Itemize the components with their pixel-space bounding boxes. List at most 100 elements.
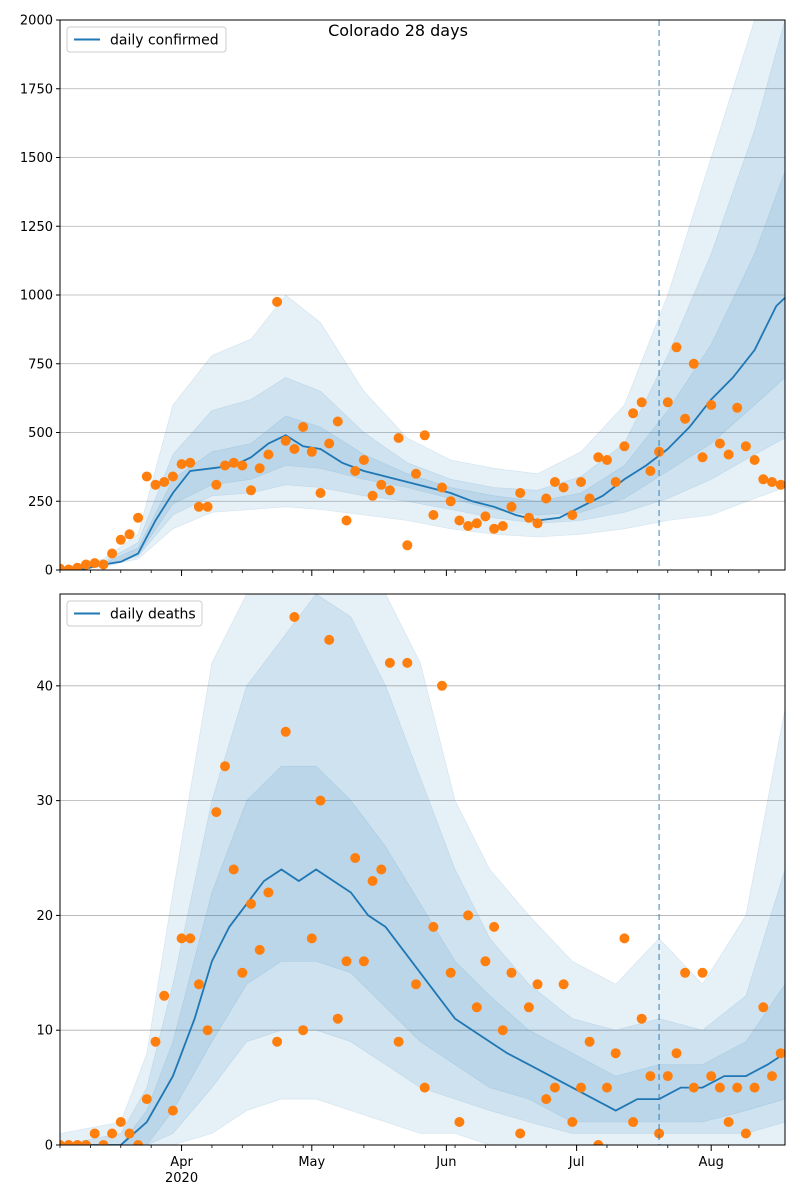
- data-point: [775, 1048, 785, 1059]
- legend-box: [66, 600, 203, 627]
- data-point: [419, 430, 430, 441]
- y-tick-label: 40: [36, 679, 53, 694]
- data-point: [89, 1128, 100, 1139]
- data-point: [133, 512, 144, 523]
- data-point: [454, 515, 465, 526]
- data-point: [688, 358, 699, 369]
- data-point: [254, 463, 265, 474]
- data-point: [202, 1025, 213, 1036]
- data-point: [515, 1128, 526, 1139]
- data-point: [220, 460, 230, 471]
- data-point: [437, 680, 447, 691]
- legend-box: [66, 26, 227, 53]
- data-point: [636, 1013, 647, 1024]
- y-tick-label: 20: [36, 909, 53, 924]
- data-point: [523, 1002, 534, 1013]
- data-point: [567, 1117, 578, 1127]
- data-point: [141, 1094, 152, 1105]
- data-point: [628, 1117, 639, 1127]
- data-point: [72, 562, 83, 570]
- data-point: [98, 559, 109, 570]
- data-point: [306, 446, 317, 457]
- data-point: [393, 433, 404, 443]
- data-point: [428, 921, 439, 932]
- data-point: [246, 898, 256, 909]
- data-point: [610, 1048, 621, 1059]
- data-point: [150, 1036, 161, 1047]
- data-point: [584, 493, 595, 504]
- data-point: [740, 441, 751, 452]
- data-point: [602, 1082, 612, 1093]
- data-point: [706, 400, 717, 410]
- data-point: [324, 438, 335, 449]
- data-point: [176, 933, 187, 944]
- x-tick-label: Jun: [435, 1155, 456, 1170]
- data-point: [185, 457, 196, 468]
- data-point: [124, 529, 135, 540]
- data-point: [758, 474, 769, 485]
- y-tick-label: 500: [28, 426, 53, 441]
- data-point: [480, 956, 491, 967]
- data-point: [593, 452, 604, 463]
- data-point: [280, 435, 291, 446]
- plot-area: [60, 20, 785, 570]
- data-point: [593, 1140, 604, 1145]
- data-point: [107, 548, 118, 559]
- data-point: [115, 534, 126, 545]
- data-point: [740, 1128, 751, 1139]
- data-point: [367, 490, 378, 501]
- data-point: [549, 1082, 560, 1093]
- data-point: [402, 657, 413, 668]
- data-point: [723, 449, 734, 460]
- data-point: [263, 449, 274, 460]
- data-point: [376, 479, 387, 490]
- data-point: [767, 477, 777, 487]
- data-point: [254, 944, 265, 955]
- data-point: [107, 1128, 118, 1139]
- data-point: [167, 1105, 178, 1116]
- y-tick-label: 250: [28, 495, 53, 510]
- data-point: [645, 466, 656, 476]
- data-point: [584, 1036, 595, 1047]
- x-tick-label: Aug: [699, 1155, 724, 1170]
- plot-area: [60, 594, 785, 1145]
- data-point: [558, 979, 569, 990]
- data-point: [723, 1117, 734, 1127]
- y-tick-label: 30: [36, 794, 53, 809]
- data-point: [133, 1140, 144, 1145]
- data-point: [463, 910, 474, 921]
- x-year-label: 2020: [165, 1171, 198, 1186]
- data-point: [228, 864, 239, 875]
- data-point: [315, 488, 326, 498]
- y-tick-label: 0: [45, 564, 53, 579]
- data-point: [489, 523, 500, 534]
- data-point: [636, 397, 647, 408]
- data-point: [332, 416, 343, 427]
- data-point: [506, 501, 517, 512]
- data-point: [115, 1117, 126, 1127]
- data-point: [98, 1140, 109, 1145]
- data-point: [628, 408, 639, 419]
- data-point: [159, 990, 170, 1001]
- data-point: [272, 296, 283, 307]
- data-point: [159, 477, 170, 487]
- data-point: [272, 1036, 283, 1047]
- data-point: [463, 521, 474, 531]
- legend: daily deaths: [66, 600, 203, 627]
- data-point: [350, 466, 361, 476]
- data-point: [662, 397, 673, 408]
- data-point: [211, 807, 222, 818]
- legend-label: daily confirmed: [110, 33, 219, 49]
- data-point: [454, 1117, 465, 1127]
- data-point: [384, 485, 395, 496]
- data-point: [471, 1002, 482, 1013]
- confidence-band-1: [60, 594, 785, 1145]
- data-point: [576, 477, 586, 487]
- data-point: [419, 1082, 430, 1093]
- data-point: [263, 887, 274, 898]
- data-point: [749, 455, 760, 465]
- data-point: [193, 501, 204, 512]
- y-tick-label: 0: [45, 1139, 53, 1154]
- data-point: [228, 457, 239, 468]
- data-point: [202, 501, 213, 512]
